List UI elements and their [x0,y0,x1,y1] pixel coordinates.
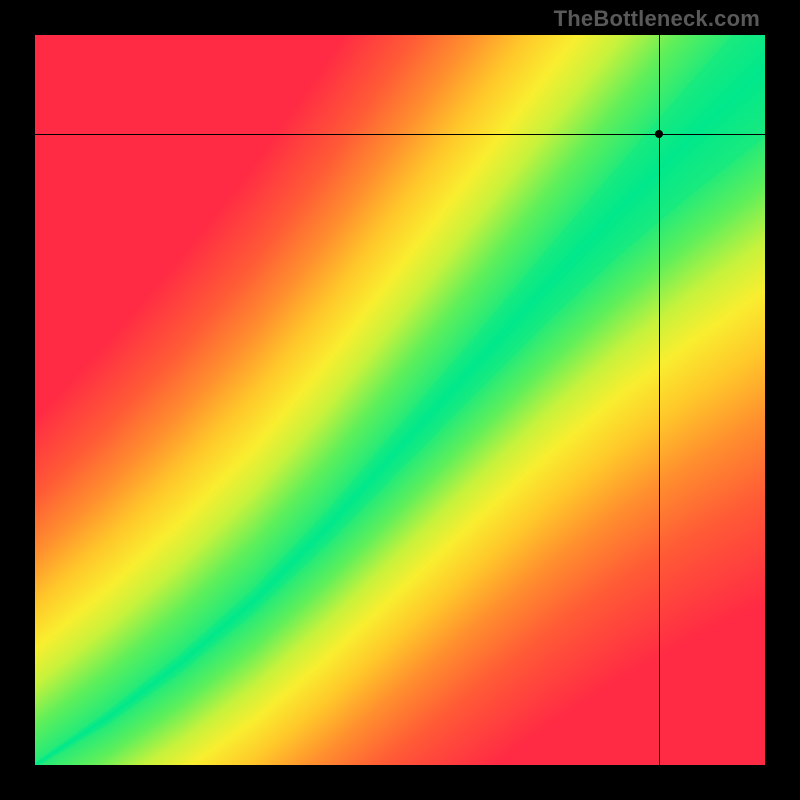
marker-point [655,130,663,138]
chart-container: TheBottleneck.com [0,0,800,800]
watermark-text: TheBottleneck.com [554,6,760,32]
heatmap-canvas [35,35,765,765]
crosshair-vertical [659,35,660,765]
heatmap-plot [35,35,765,765]
